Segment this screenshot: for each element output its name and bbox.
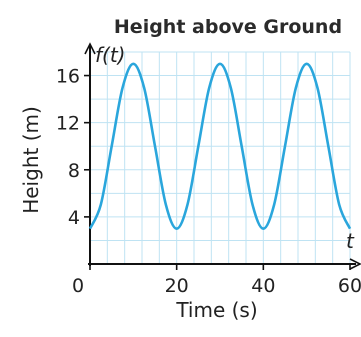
x-tick-label: 20 <box>165 275 189 297</box>
x-tick-label: 0 <box>72 275 84 297</box>
y-tick-label: 12 <box>56 113 80 135</box>
y-tick-label: 16 <box>56 66 80 88</box>
grid <box>89 51 351 265</box>
function-label: f(t) <box>95 43 126 67</box>
x-axis-symbol: t <box>346 229 355 253</box>
chart-title: Height above Ground <box>114 16 342 38</box>
x-axis-arrow <box>349 258 361 270</box>
axes <box>84 42 361 270</box>
y-tick-label: 4 <box>68 207 80 229</box>
x-axis-label: Time (s) <box>175 298 257 322</box>
series-layer <box>88 62 352 230</box>
y-axis-arrow <box>84 42 96 55</box>
y-tick-label: 8 <box>68 160 80 182</box>
series-line-height <box>88 62 352 230</box>
y-axis-label: Height (m) <box>19 106 43 214</box>
x-tick-label: 40 <box>251 275 275 297</box>
x-tick-label: 60 <box>338 275 361 297</box>
ticks: 4 8 12 16 0 20 40 60 <box>56 66 361 297</box>
